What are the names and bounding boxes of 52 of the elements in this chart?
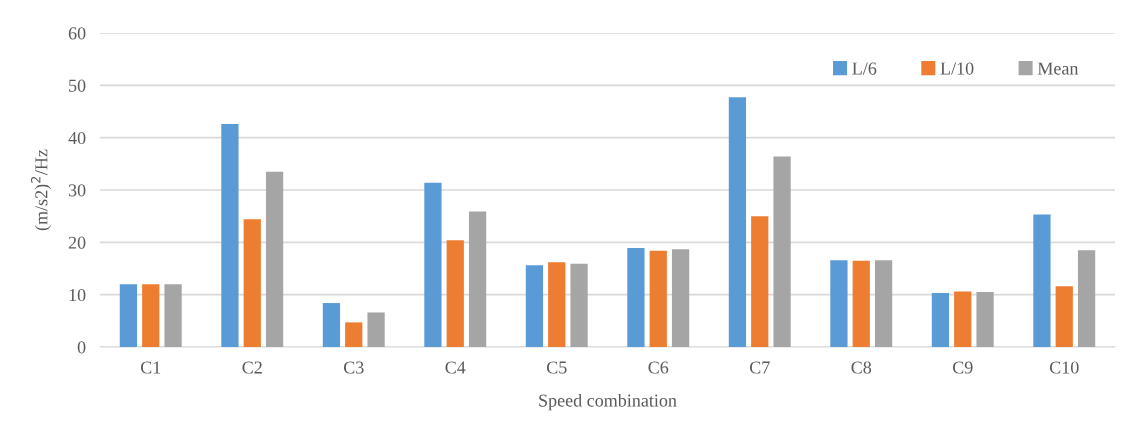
legend-label: L/6 <box>852 62 877 75</box>
bar <box>728 97 747 347</box>
bar <box>649 250 667 347</box>
x-tick-label: C4 <box>445 361 466 374</box>
legend-label: L/10 <box>940 62 974 75</box>
x-tick-label: C7 <box>749 361 770 374</box>
bar <box>874 260 893 347</box>
bar <box>265 171 284 347</box>
x-tick-label: C1 <box>140 361 161 374</box>
bar <box>671 249 690 347</box>
x-tick-label: C9 <box>952 361 973 374</box>
bar <box>367 312 385 347</box>
x-tick-label: C2 <box>242 361 262 374</box>
bar <box>446 240 464 347</box>
bar <box>773 156 791 347</box>
x-tick-label: C5 <box>546 361 567 374</box>
bar <box>345 322 363 347</box>
bar <box>570 263 588 347</box>
y-tick-label: 50 <box>69 79 86 92</box>
bar <box>751 216 769 347</box>
bar <box>468 211 487 347</box>
x-tick-label: C6 <box>648 361 669 374</box>
bar <box>424 182 442 347</box>
bar <box>525 265 544 347</box>
bar <box>1077 250 1096 347</box>
legend-label: Mean <box>1037 62 1079 75</box>
bar <box>119 284 138 347</box>
x-tick-label: C10 <box>1049 361 1079 374</box>
bar <box>627 248 645 347</box>
x-tick-label: C3 <box>343 361 364 374</box>
bar <box>164 284 182 347</box>
y-tick-label: 20 <box>68 236 86 249</box>
y-tick-label: 60 <box>68 27 86 40</box>
bar <box>243 219 261 347</box>
y-axis-title: (m/s2)$^{2}$/Hz <box>30 149 52 231</box>
bar <box>830 260 848 347</box>
bar <box>931 293 950 347</box>
bar <box>1033 214 1051 347</box>
bar <box>322 303 341 347</box>
bar <box>1055 286 1073 347</box>
y-tick-label: 40 <box>68 131 86 145</box>
bar <box>142 284 160 347</box>
x-axis-title: Speed combination <box>539 393 677 411</box>
bar <box>548 262 566 347</box>
bar <box>221 124 239 347</box>
bar <box>954 291 972 347</box>
y-tick-label: 0 <box>77 341 86 354</box>
bar <box>976 292 994 347</box>
x-tick-label: C8 <box>851 361 872 374</box>
bar <box>852 260 870 347</box>
y-tick-label: 10 <box>69 288 86 302</box>
y-tick-label: 30 <box>68 184 86 197</box>
